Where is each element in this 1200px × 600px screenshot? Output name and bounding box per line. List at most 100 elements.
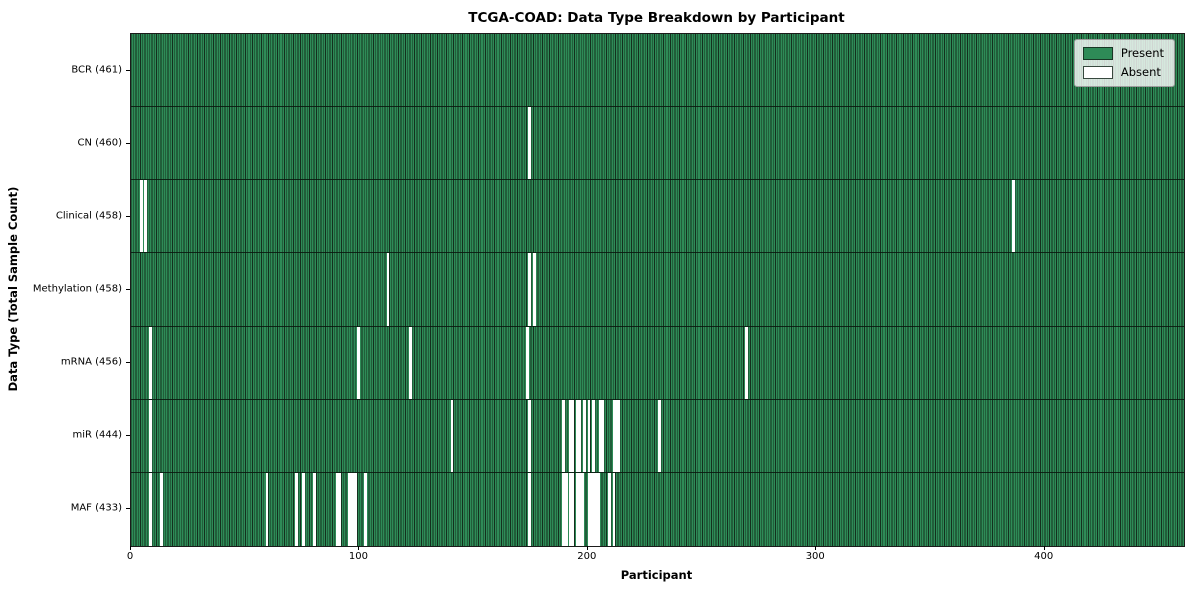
absent-gap [569,472,573,546]
absent-gap [571,399,575,472]
absent-gap [608,472,611,546]
absent-gap [562,399,566,472]
absent-gap [528,399,531,472]
xtick-label-100: 100 [348,551,368,562]
absent-gap [594,472,598,546]
absent-gap [596,472,600,546]
row-MAF [131,472,1184,546]
absent-gap [576,472,579,546]
absent-gap [265,472,269,546]
ytick-label-BCR: BCR (461) [71,64,122,76]
ytick-label-Methylation: Methylation (458) [32,283,122,295]
absent-gap [347,472,351,546]
absent-gap [583,399,586,472]
ytick-label-MAF: MAF (433) [70,502,122,514]
absent-gap [302,472,305,546]
row-mRNA [131,326,1184,400]
x-axis-label: Participant [620,568,693,582]
legend-item-present: Present [1082,45,1164,60]
plot-area: Present Absent [130,33,1185,547]
absent-gap [612,399,616,472]
absent-gap [352,472,356,546]
absent-gap [601,399,605,472]
row-miR [131,399,1184,473]
absent-gap [149,326,152,399]
xtick-mark [1043,546,1045,550]
ytick-mark [126,508,130,510]
ytick-mark [126,289,130,290]
ytick-mark [126,362,130,364]
xtick-mark [358,546,360,550]
xtick-label-300: 300 [805,551,825,562]
absent-gap [612,472,616,546]
xtick-label-0: 0 [126,551,134,562]
absent-swatch [1082,66,1113,79]
absent-gap [587,472,591,546]
absent-gap [658,399,662,472]
present-swatch [1082,47,1113,60]
absent-gap [386,253,390,326]
xtick-mark [586,546,588,550]
ytick-label-mRNA: mRNA (456) [60,356,122,368]
chart-title: TCGA-COAD: Data Type Breakdown by Partic… [468,10,845,26]
absent-gap [350,472,353,546]
xtick-label-200: 200 [577,551,597,562]
row-BCR [131,34,1184,108]
absent-gap [144,180,148,253]
row-Methylation [131,253,1184,327]
absent-gap [528,253,531,326]
absent-gap [532,253,536,326]
ytick-mark [126,215,130,217]
absent-gap [336,472,340,546]
absent-gap [562,472,566,546]
absent-gap [525,326,529,399]
absent-gap [580,472,584,546]
legend-item-absent: Absent [1082,64,1164,79]
legend-label-absent: Absent [1120,64,1161,79]
ytick-mark [126,435,130,437]
absent-gap [356,326,360,399]
absent-gap [160,472,164,546]
ytick-label-CN: CN (460) [77,137,122,149]
absent-gap [569,399,573,472]
absent-gap [1012,180,1016,253]
absent-gap [614,399,618,472]
row-Clinical [131,180,1184,254]
absent-gap [450,399,454,472]
absent-gap [295,472,298,546]
ytick-mark [126,142,130,144]
absent-gap [578,472,582,546]
absent-gap [745,326,748,399]
ytick-mark [126,69,130,71]
heatmap-rows [131,34,1184,546]
absent-gap [313,472,317,546]
absent-gap [571,472,575,546]
absent-gap [587,399,591,472]
ytick-label-miR: miR (444) [72,429,122,441]
absent-gap [528,472,531,546]
legend-label-present: Present [1120,45,1164,60]
absent-gap [617,399,621,472]
absent-gap [592,472,595,546]
absent-gap [409,326,413,399]
absent-gap [599,399,602,472]
absent-gap [149,399,152,472]
absent-gap [564,472,568,546]
absent-gap [576,399,579,472]
xtick-mark [130,546,131,550]
y-axis-label: Data Type (Total Sample Count) [6,186,20,392]
absent-gap [338,472,342,546]
absent-gap [578,399,582,472]
row-CN [131,107,1184,181]
absent-gap [139,180,143,253]
xtick-label-400: 400 [1034,551,1054,562]
absent-gap [528,107,531,180]
ytick-label-Clinical: Clinical (458) [55,210,122,222]
absent-gap [149,472,152,546]
absent-gap [363,472,367,546]
absent-gap [589,472,593,546]
legend: Present Absent [1073,39,1175,87]
absent-gap [354,472,358,546]
xtick-mark [815,546,817,550]
